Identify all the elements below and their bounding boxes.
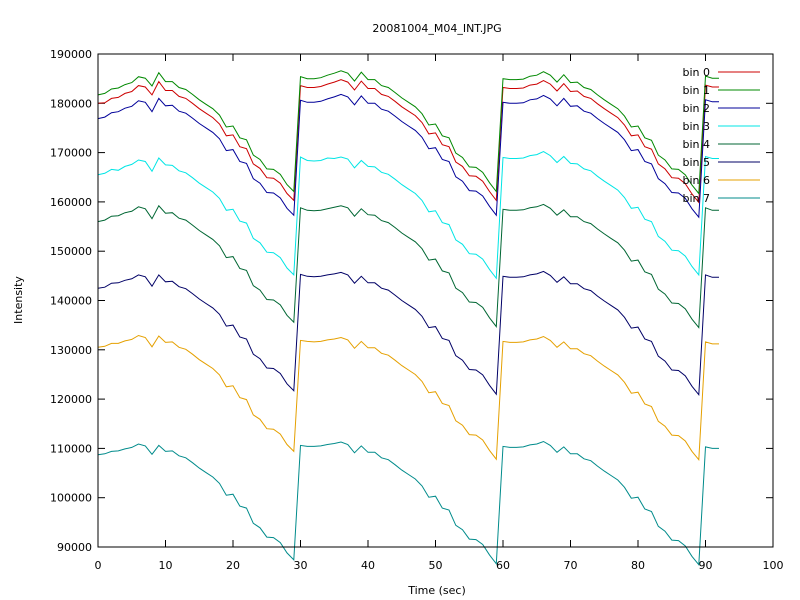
series-line-bin-0 (97, 79, 719, 204)
x-tick-label: 40 (361, 559, 375, 572)
series-line-bin-1 (97, 70, 719, 195)
y-axis-label: Intensity (12, 276, 25, 324)
legend-label: bin 6 (682, 174, 710, 187)
y-tick-label: 120000 (50, 393, 92, 406)
series-line-bin-2 (97, 93, 719, 219)
x-tick-label: 70 (564, 559, 578, 572)
legend-label: bin 3 (682, 120, 710, 133)
legend: bin 0 bin 1 bin 2 bin 3 bin 4 bin 5 bin 6 bin 7 (682, 66, 760, 205)
series-lines (97, 70, 719, 567)
legend-label: bin 5 (682, 156, 710, 169)
y-tick-label: 100000 (50, 492, 92, 505)
series-line-bin-6 (97, 334, 719, 462)
tick-marks (97, 53, 774, 548)
legend-label: bin 0 (682, 66, 710, 79)
x-tick-label: 60 (496, 559, 510, 572)
series-line-bin-5 (97, 270, 719, 397)
legend-label: bin 7 (682, 192, 710, 205)
series-line-bin-4 (97, 203, 719, 329)
x-tick-label: 50 (429, 559, 443, 572)
y-tick-label: 140000 (50, 295, 92, 308)
y-tick-label: 190000 (50, 48, 92, 61)
plot-frame (97, 53, 774, 548)
y-tick-label: 150000 (50, 245, 92, 258)
y-tick-label: 180000 (50, 97, 92, 110)
legend-label: bin 2 (682, 102, 710, 115)
legend-label: bin 4 (682, 138, 710, 151)
x-tick-label: 20 (226, 559, 240, 572)
series-line-bin-3 (97, 151, 719, 280)
x-tick-label: 0 (95, 559, 102, 572)
y-tick-label: 90000 (57, 541, 92, 554)
series-line-bin-7 (97, 440, 719, 567)
x-tick-label: 30 (294, 559, 308, 572)
x-tick-label: 90 (699, 559, 713, 572)
legend-label: bin 1 (682, 84, 710, 97)
x-tick-labels: 0 10 20 30 40 50 60 70 80 90 100 (95, 559, 784, 572)
y-tick-label: 130000 (50, 344, 92, 357)
y-tick-label: 170000 (50, 147, 92, 160)
chart-title: 20081004_M04_INT.JPG (372, 22, 501, 35)
y-tick-label: 110000 (50, 442, 92, 455)
x-tick-label: 100 (763, 559, 784, 572)
x-tick-label: 10 (159, 559, 173, 572)
y-tick-labels: 90000 100000 110000 120000 130000 140000 15000… (50, 48, 92, 554)
x-tick-label: 80 (631, 559, 645, 572)
x-axis-label: Time (sec) (407, 584, 466, 597)
y-tick-label: 160000 (50, 196, 92, 209)
